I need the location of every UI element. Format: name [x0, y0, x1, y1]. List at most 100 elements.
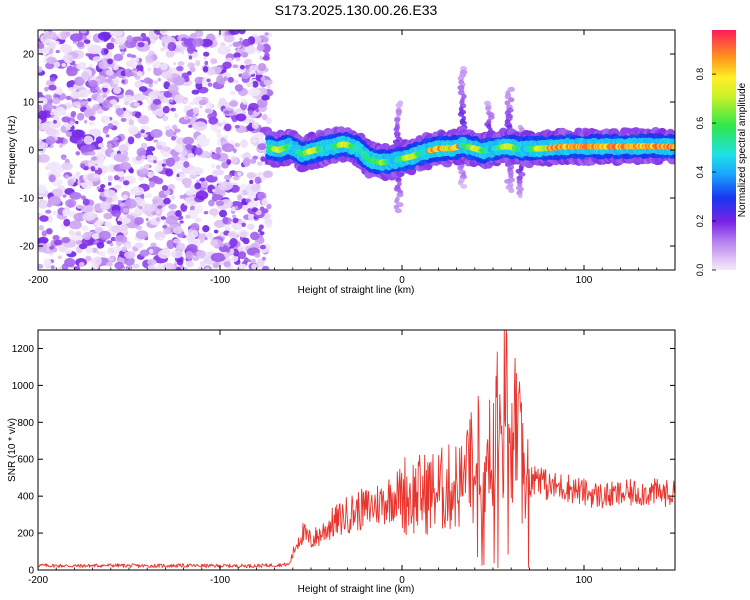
heatmap-noise-blob	[66, 66, 78, 77]
heatmap-noise-blob	[155, 210, 161, 214]
heatmap-noise-blob	[126, 214, 132, 219]
heatmap-noise-blob	[148, 83, 153, 88]
heatmap-noise-blob	[254, 176, 262, 185]
heatmap-streak-cell	[516, 175, 523, 181]
heatmap-noise-blob	[120, 224, 129, 232]
heatmap-noise-blob	[69, 220, 82, 230]
heatmap-noise-blob	[257, 143, 267, 151]
heatmap-noise-blob	[48, 174, 56, 183]
heatmap-noise-blob	[223, 35, 235, 43]
heatmap-noise-blob	[185, 144, 194, 150]
heatmap-noise-blob	[200, 180, 208, 189]
heatmap-noise-blob	[167, 184, 176, 191]
heatmap-y-tick-label: 0	[28, 146, 34, 157]
heatmap-noise-blob	[186, 109, 193, 118]
heatmap-noise-blob	[256, 44, 265, 52]
heatmap-noise-blob	[206, 102, 213, 111]
heatmap-noise-blob	[209, 208, 219, 216]
heatmap-noise-blob	[165, 128, 174, 138]
heatmap-noise-blob	[107, 175, 113, 182]
heatmap-noise-blob	[52, 97, 61, 105]
heatmap-noise-blob	[257, 228, 262, 233]
heatmap-noise-blob	[189, 205, 196, 212]
snr-y-tick-label: 600	[17, 455, 34, 466]
heatmap-noise-blob	[235, 57, 241, 62]
heatmap-noise-blob	[234, 124, 240, 129]
snr-y-tick-label: 1200	[12, 344, 35, 355]
heatmap-noise-blob	[85, 43, 93, 48]
heatmap-noise-blob	[123, 39, 137, 49]
heatmap-noise-blob	[130, 186, 145, 196]
heatmap-noise-blob	[199, 238, 205, 244]
heatmap-noise-blob	[212, 188, 216, 193]
heatmap-noise-blob	[64, 248, 72, 254]
heatmap-noise-blob	[245, 81, 254, 87]
heatmap-noise-blob	[196, 250, 207, 259]
heatmap-noise-blob	[118, 41, 124, 46]
heatmap-noise-blob	[121, 79, 126, 84]
heatmap-noise-blob	[223, 261, 231, 268]
heatmap-noise-blob	[44, 86, 49, 92]
heatmap-streak-cell	[459, 174, 467, 180]
heatmap-noise-blob	[199, 260, 206, 267]
heatmap-noise-blob	[146, 264, 156, 270]
heatmap-noise-blob	[185, 115, 189, 120]
heatmap-noise-blob	[187, 152, 195, 159]
heatmap-noise-blob	[100, 116, 111, 124]
heatmap-noise-blob	[138, 86, 148, 92]
heatmap-noise-blob	[239, 37, 243, 42]
heatmap-noise-blob	[183, 99, 189, 104]
heatmap-noise-blob	[231, 214, 237, 219]
heatmap-noise-blob	[202, 225, 210, 233]
heatmap-streak-cell	[459, 66, 468, 72]
heatmap-noise-blob	[250, 231, 260, 241]
heatmap-noise-blob	[76, 112, 85, 121]
heatmap-noise-blob	[125, 243, 132, 250]
heatmap-x-tick-label: -100	[210, 275, 230, 286]
heatmap-noise-blob	[139, 205, 143, 210]
heatmap-noise-blob	[261, 265, 270, 270]
heatmap-noise-blob	[237, 219, 242, 225]
heatmap-noise-blob	[43, 258, 52, 268]
heatmap-noise-blob	[38, 153, 50, 163]
heatmap-noise-blob	[150, 53, 158, 61]
heatmap-noise-blob	[77, 89, 89, 98]
snr-panel: -200 -100 0 100 0 200 400 600 800 1000 1200 Heigh…	[7, 329, 676, 595]
heatmap-noise-blob	[211, 163, 216, 169]
heatmap-noise-blob	[182, 136, 195, 145]
heatmap-noise-blob	[233, 52, 241, 59]
heatmap-noise-blob	[204, 236, 208, 241]
heatmap-noise-blob	[223, 252, 231, 258]
heatmap-streak-cell	[517, 193, 523, 199]
heatmap-noise-blob	[189, 45, 196, 51]
heatmap-noise-blob	[190, 230, 199, 238]
heatmap-noise-blob	[88, 115, 96, 121]
heatmap-y-tick-label: -10	[20, 194, 35, 205]
heatmap-noise-blob	[172, 226, 184, 234]
heatmap-streak-cell	[457, 180, 463, 186]
heatmap-noise-blob	[260, 76, 266, 82]
heatmap-noise-blob	[88, 79, 98, 88]
heatmap-noise-blob	[229, 110, 234, 114]
heatmap-noise-blob	[261, 94, 270, 101]
snr-plot-area	[38, 330, 675, 570]
heatmap-noise-blob	[155, 216, 161, 222]
heatmap-noise-blob	[39, 215, 49, 222]
heatmap-noise-blob	[167, 41, 177, 52]
heatmap-streak-cell	[394, 117, 401, 123]
heatmap-noise-blob	[134, 80, 143, 89]
heatmap-noise-blob	[175, 210, 182, 217]
heatmap-noise-blob	[46, 161, 61, 172]
heatmap-noise-blob	[245, 64, 251, 70]
heatmap-noise-blob	[104, 189, 117, 199]
heatmap-noise-blob	[89, 247, 94, 253]
heatmap-noise-blob	[119, 162, 132, 171]
heatmap-noise-blob	[217, 45, 231, 55]
heatmap-noise-blob	[258, 137, 265, 143]
heatmap-noise-blob	[102, 126, 109, 134]
heatmap-noise-blob	[147, 258, 157, 266]
heatmap-noise-blob	[216, 132, 222, 138]
heatmap-noise-blob	[231, 206, 236, 212]
heatmap-noise-blob	[87, 97, 92, 102]
heatmap-noise-blob	[68, 56, 73, 61]
